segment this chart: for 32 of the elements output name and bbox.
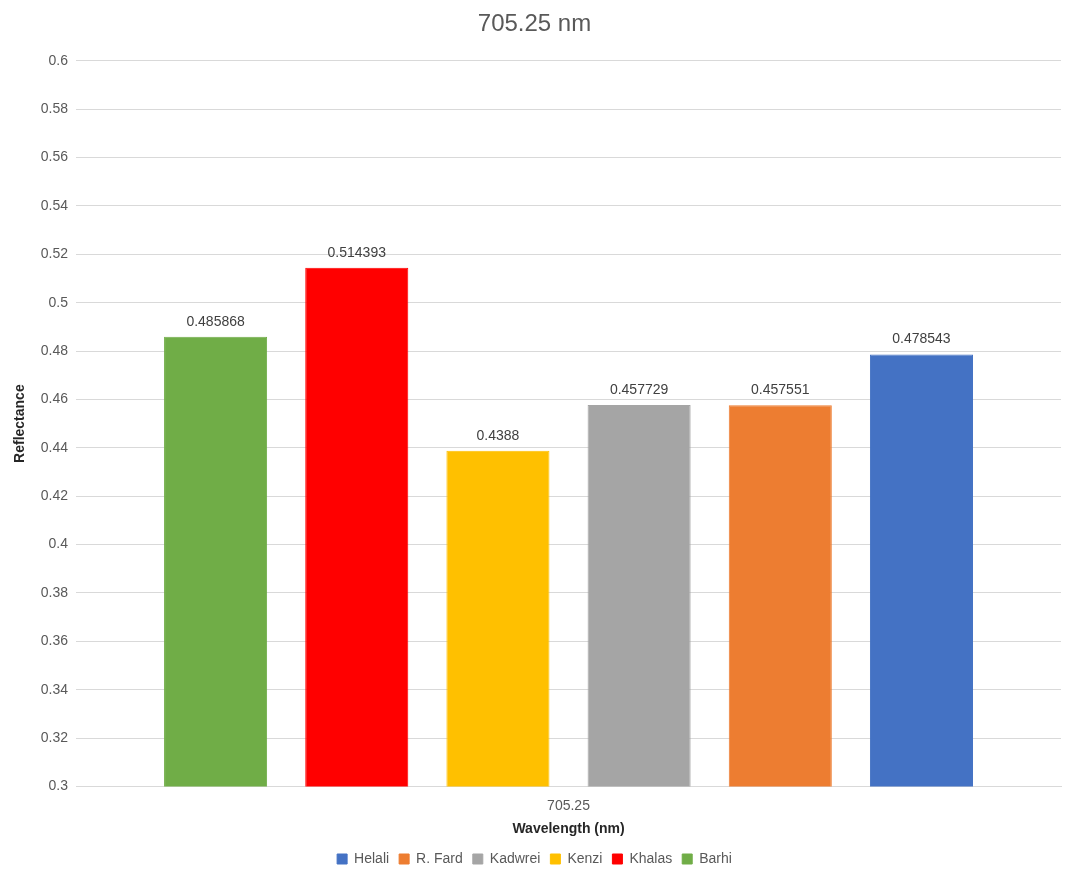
y-tick-label: 0.44 <box>40 438 69 455</box>
y-tick-label: 0.56 <box>40 148 69 165</box>
y-tick-label: 0.38 <box>40 583 69 600</box>
y-tick-label: 0.46 <box>40 390 69 407</box>
y-tick-label: 0.32 <box>40 728 69 745</box>
legend-label: Kadwrei <box>489 849 541 866</box>
data-label: 0.457551 <box>751 381 810 398</box>
legend-label: R. Fard <box>416 849 463 866</box>
y-tick-label: 0.36 <box>40 632 69 649</box>
y-tick-label: 0.5 <box>48 293 69 310</box>
y-tick-label: 0.4 <box>48 535 69 552</box>
y-tick-label: 0.3 <box>48 777 69 794</box>
x-tick-label: 705.25 <box>547 796 591 813</box>
legend-label: Barhi <box>699 849 732 866</box>
y-tick-label: 0.54 <box>40 196 69 213</box>
chart-title: 705.25 nm <box>477 9 592 37</box>
data-label: 0.514393 <box>327 243 387 260</box>
y-axis-title: Reflectance <box>11 384 28 463</box>
x-axis-title: Wavelength (nm) <box>512 820 625 837</box>
legend-label: Khalas <box>629 849 673 866</box>
data-label: 0.478543 <box>892 330 951 347</box>
y-tick-label: 0.34 <box>40 680 69 697</box>
y-tick-label: 0.6 <box>48 51 69 68</box>
data-label: 0.485868 <box>186 312 245 329</box>
y-tick-label: 0.42 <box>40 487 69 504</box>
legend-label: Kenzi <box>567 849 603 866</box>
legend-label: Helali <box>354 849 390 866</box>
y-tick-label: 0.48 <box>40 341 69 358</box>
y-tick-label: 0.58 <box>40 100 69 117</box>
y-tick-label: 0.52 <box>40 245 69 262</box>
data-label: 0.457729 <box>609 380 669 397</box>
data-label: 0.4388 <box>476 426 520 443</box>
